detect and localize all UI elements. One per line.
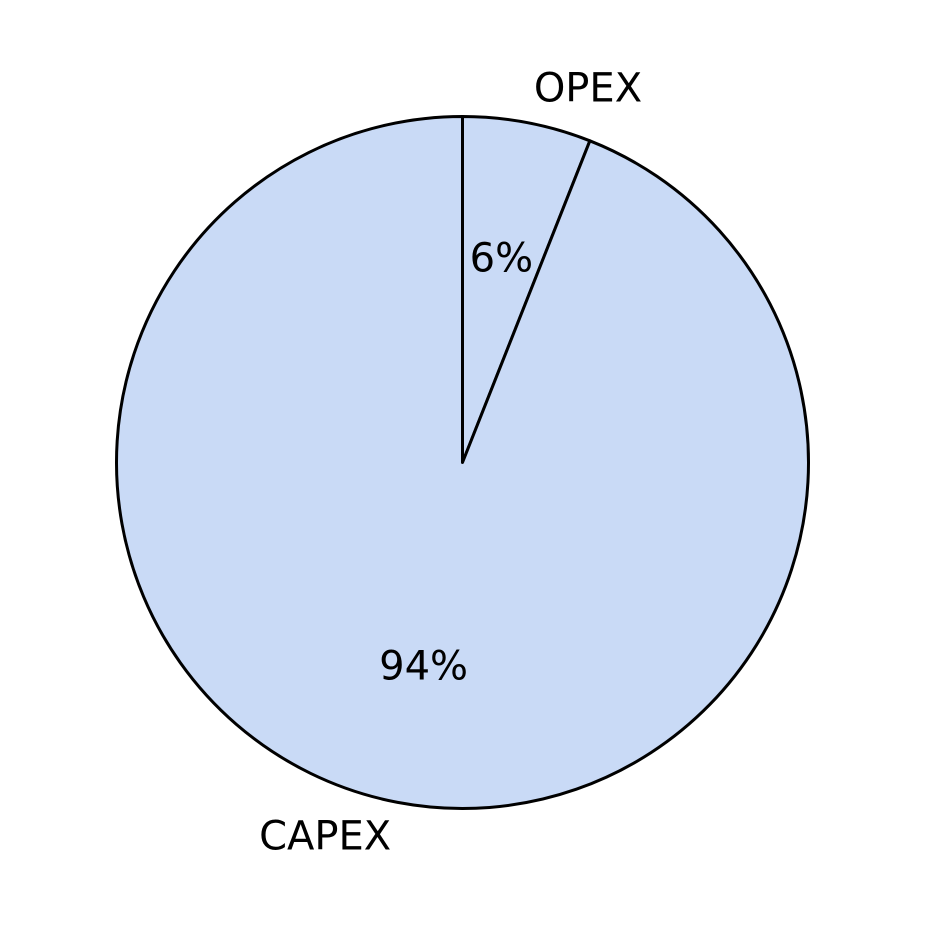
pie-slices bbox=[115, 115, 810, 810]
slice-percent-opex: 6% bbox=[470, 236, 533, 282]
pie-slice-capex bbox=[115, 115, 810, 810]
slice-percent-capex: 94% bbox=[379, 643, 468, 689]
pie-labels: OPEX 6% CAPEX 94% bbox=[259, 66, 642, 860]
slice-label-capex: CAPEX bbox=[259, 813, 391, 859]
pie-slice-opex bbox=[461, 115, 592, 464]
slice-label-opex: OPEX bbox=[534, 66, 642, 112]
